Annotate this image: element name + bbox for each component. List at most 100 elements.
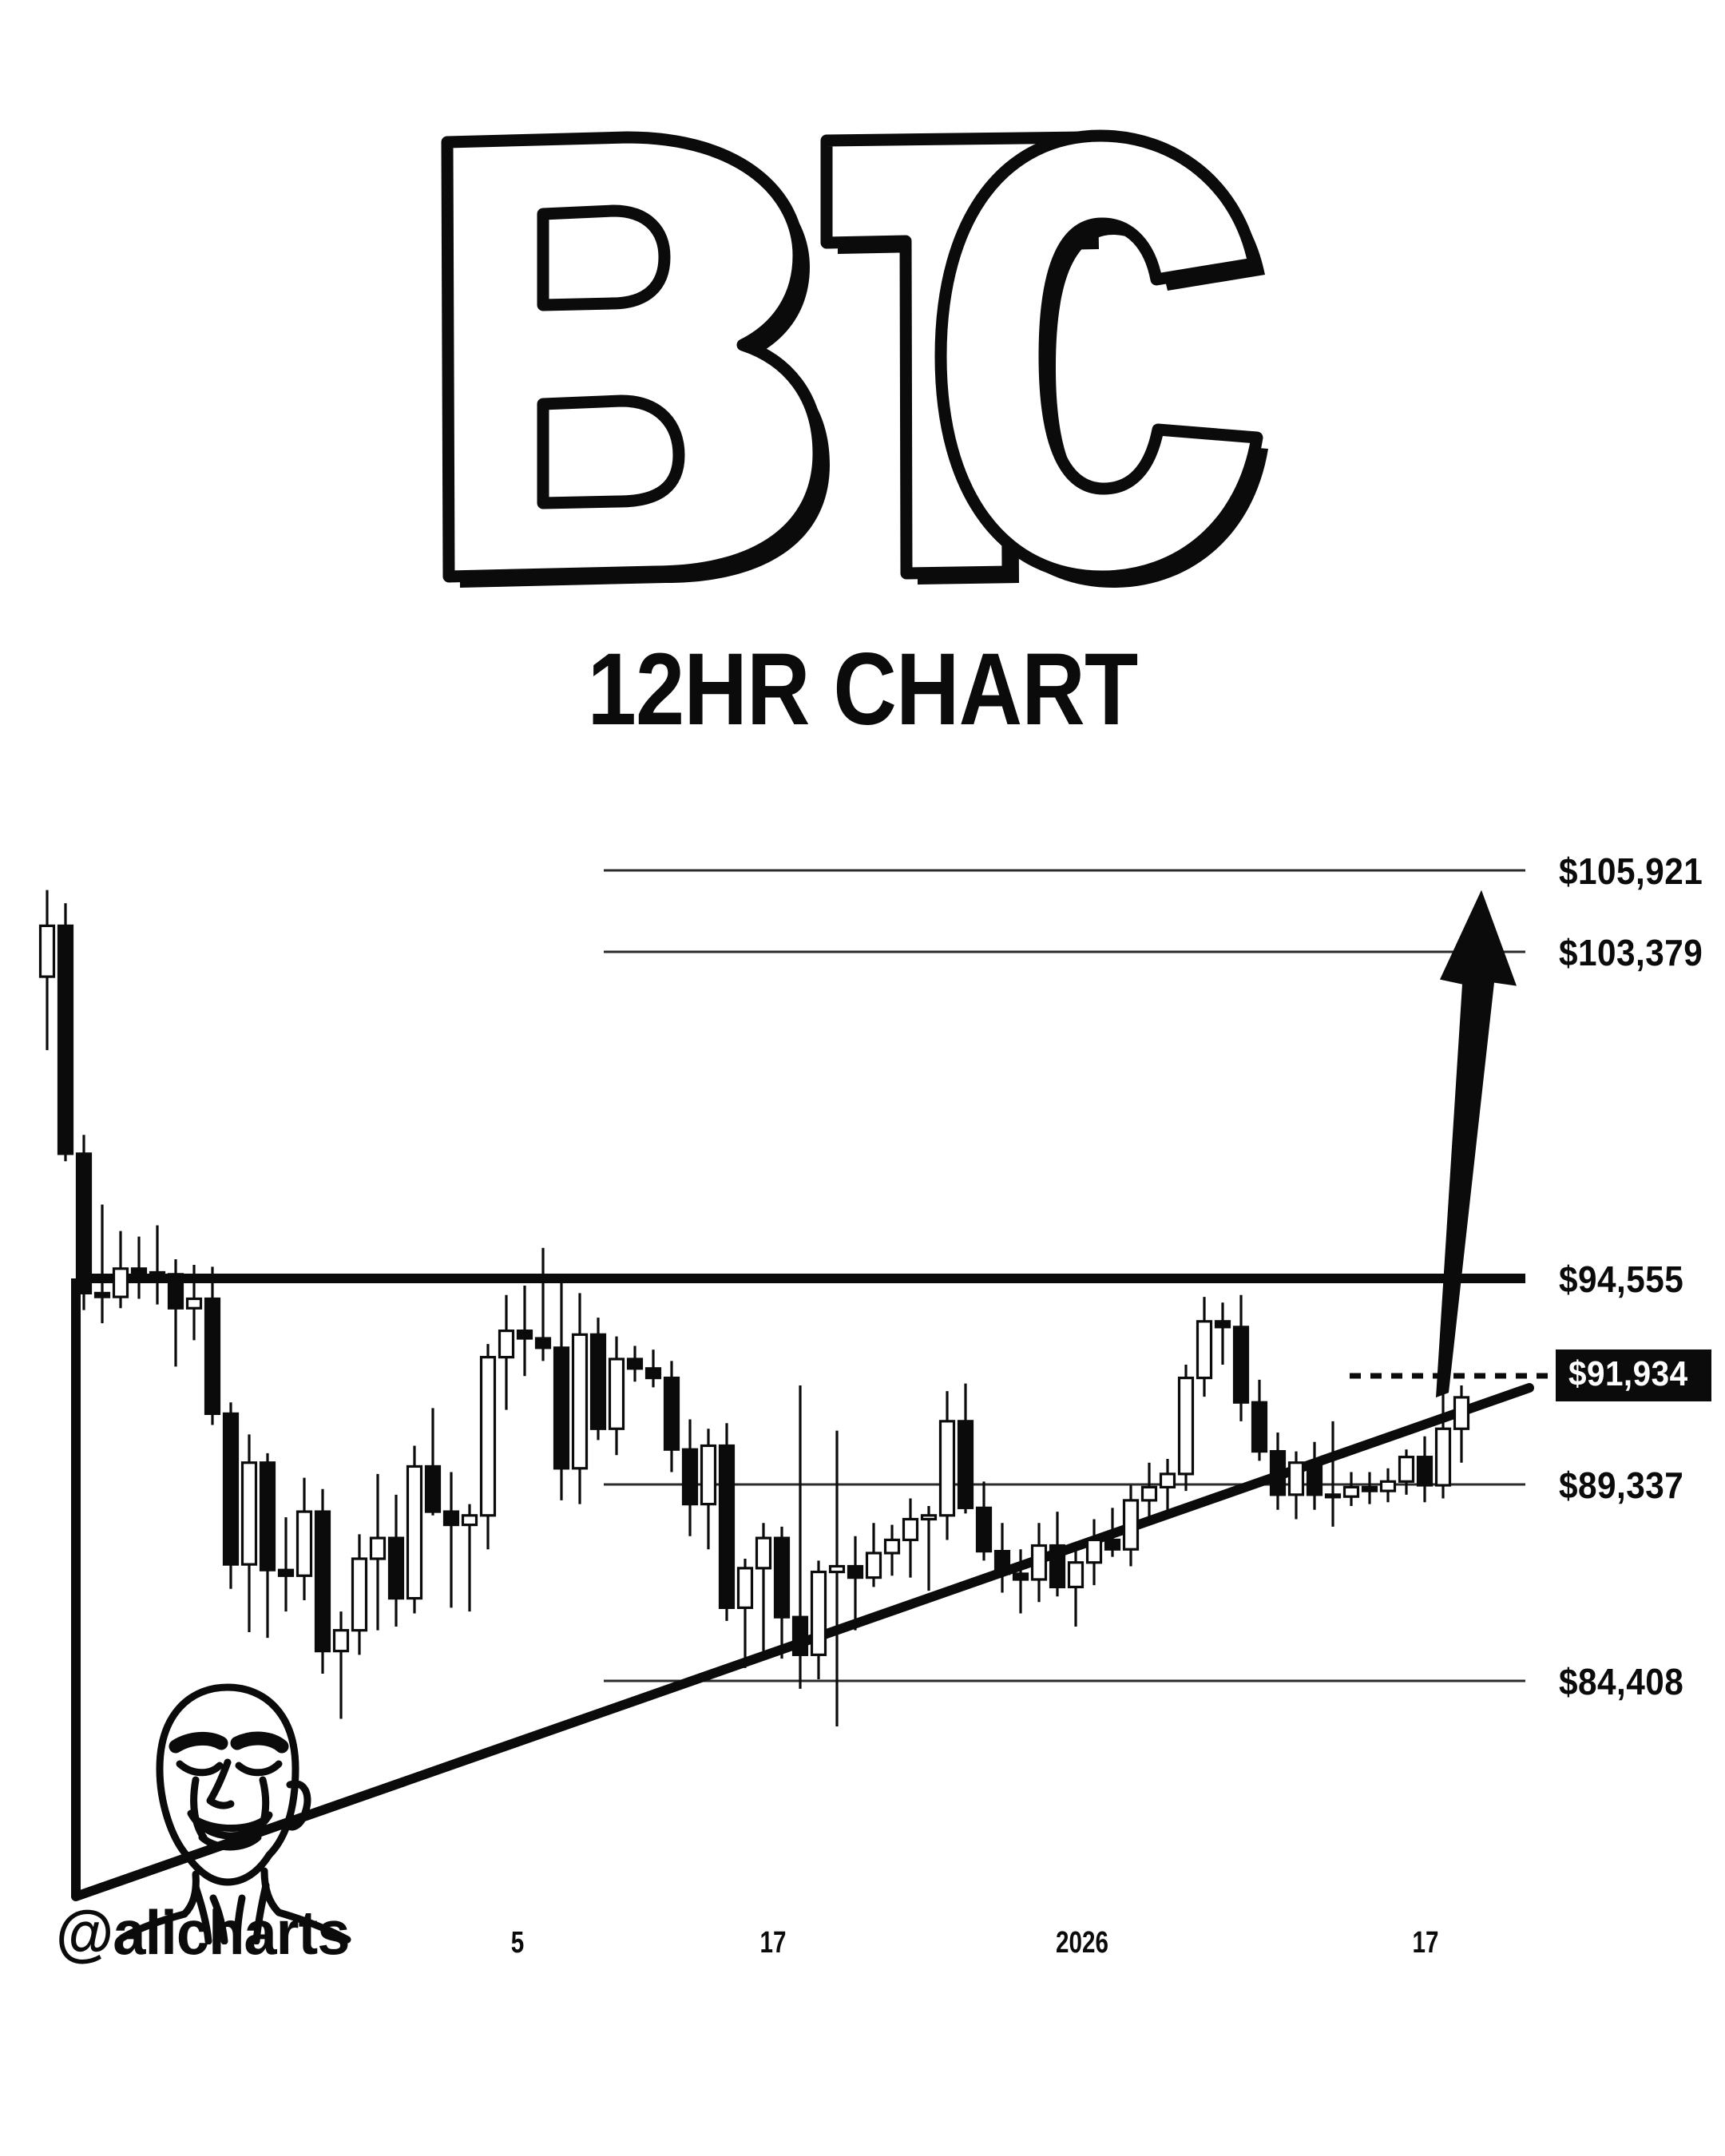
chart-subtitle: 12HR CHART (587, 632, 1139, 747)
candle-up (351, 1557, 368, 1632)
current-price-value: $91,934 (1568, 1354, 1688, 1393)
candle-down (277, 1568, 295, 1577)
candle-up (1287, 1461, 1305, 1496)
candle-up (1398, 1456, 1415, 1483)
candle-up (938, 1420, 956, 1517)
candlestick-chart (38, 869, 1553, 1901)
candle-up (1196, 1320, 1213, 1380)
candle-up (479, 1356, 497, 1517)
candlestick-series (38, 890, 1470, 1726)
x-axis-tick-label: 2026 (1056, 1926, 1108, 1960)
chart-area: $105,921 $103,379 $94,555 $91,934 $89,337 $84… (0, 814, 1725, 1996)
candle-up (700, 1444, 717, 1506)
candle-down (534, 1337, 552, 1349)
candle-up (332, 1629, 350, 1653)
candle-down (975, 1506, 993, 1553)
candle-up (461, 1514, 478, 1527)
candle-down (424, 1464, 442, 1513)
candle-down (1104, 1538, 1121, 1551)
candle-up (149, 1270, 166, 1277)
candle-down (57, 924, 74, 1155)
candle-down (681, 1448, 699, 1506)
candle-up (498, 1329, 515, 1359)
candle-up (112, 1267, 129, 1298)
candle-down (1232, 1326, 1250, 1404)
candle-down (442, 1510, 460, 1527)
candle-up (1342, 1485, 1360, 1498)
candle-up (883, 1538, 901, 1555)
up-arrow-icon (1436, 890, 1517, 1398)
candle-up (240, 1461, 258, 1566)
candle-up (406, 1464, 423, 1600)
candle-up (185, 1297, 203, 1310)
projection-arrow-icon (1436, 890, 1517, 1398)
candle-up (1453, 1396, 1470, 1430)
candle-down (1416, 1456, 1434, 1487)
candle-down (663, 1376, 680, 1451)
candle-down (1214, 1320, 1231, 1329)
candle-up (828, 1564, 846, 1574)
candle-down (1361, 1485, 1378, 1492)
candle-down (222, 1412, 240, 1566)
candle-down (516, 1329, 533, 1340)
candle-down (1324, 1493, 1342, 1499)
avatar (84, 1673, 371, 1945)
current-price-badge: $91,934 (1556, 1349, 1711, 1401)
price-level-label: $103,379 (1559, 932, 1703, 973)
candle-up (1159, 1472, 1176, 1488)
candle-down (167, 1273, 184, 1310)
candle-up (755, 1536, 772, 1570)
candle-down (387, 1536, 405, 1600)
candle-down (259, 1461, 276, 1571)
candle-up (1379, 1480, 1397, 1492)
candle-up (1030, 1544, 1048, 1581)
candle-down (1306, 1461, 1323, 1496)
candle-up (865, 1552, 882, 1579)
candle-down (553, 1346, 570, 1470)
candle-up (902, 1517, 919, 1542)
candle-down (204, 1297, 221, 1415)
btc-logo-title (0, 120, 1725, 631)
price-level-lines (76, 869, 1553, 1682)
candle-down (644, 1367, 662, 1380)
candle-down (718, 1444, 736, 1609)
candle-down (957, 1420, 974, 1509)
price-level-label: $84,408 (1559, 1661, 1684, 1702)
x-axis-tick-label: 5 (510, 1926, 525, 1960)
candle-down (1012, 1572, 1029, 1581)
candle-up (369, 1536, 387, 1560)
bald-smiling-man-avatar-icon (118, 1683, 351, 1945)
candle-down (1049, 1544, 1066, 1589)
candle-down (993, 1550, 1011, 1575)
price-level-label: $94,555 (1559, 1258, 1684, 1300)
x-axis-tick-label: 17 (759, 1926, 787, 1960)
candle-down (93, 1291, 111, 1298)
candle-up (1085, 1538, 1103, 1564)
candle-up (295, 1510, 313, 1577)
price-level-label: $89,337 (1559, 1464, 1684, 1506)
x-axis-tick-label: 17 (1412, 1926, 1439, 1960)
candle-up (38, 924, 56, 978)
candle-down (314, 1510, 331, 1653)
candle-up (736, 1567, 754, 1609)
candle-up (571, 1333, 589, 1470)
candle-up (920, 1514, 938, 1521)
candle-down (75, 1152, 93, 1295)
candle-down (847, 1564, 864, 1579)
candle-up (1140, 1485, 1158, 1502)
btc-outline-letters (441, 129, 1268, 588)
candle-down (1269, 1449, 1287, 1496)
handle-watermark: @alicharts (56, 1897, 351, 1968)
candle-up (1434, 1427, 1452, 1487)
candle-down (589, 1333, 607, 1430)
candle-down (773, 1536, 791, 1619)
candle-down (626, 1357, 644, 1370)
candle-down (1251, 1401, 1268, 1453)
price-level-label: $105,921 (1559, 850, 1703, 892)
candle-up (1067, 1561, 1085, 1589)
candle-up (810, 1570, 827, 1656)
candle-down (791, 1615, 809, 1656)
candle-up (608, 1357, 625, 1430)
candle-down (130, 1267, 148, 1274)
